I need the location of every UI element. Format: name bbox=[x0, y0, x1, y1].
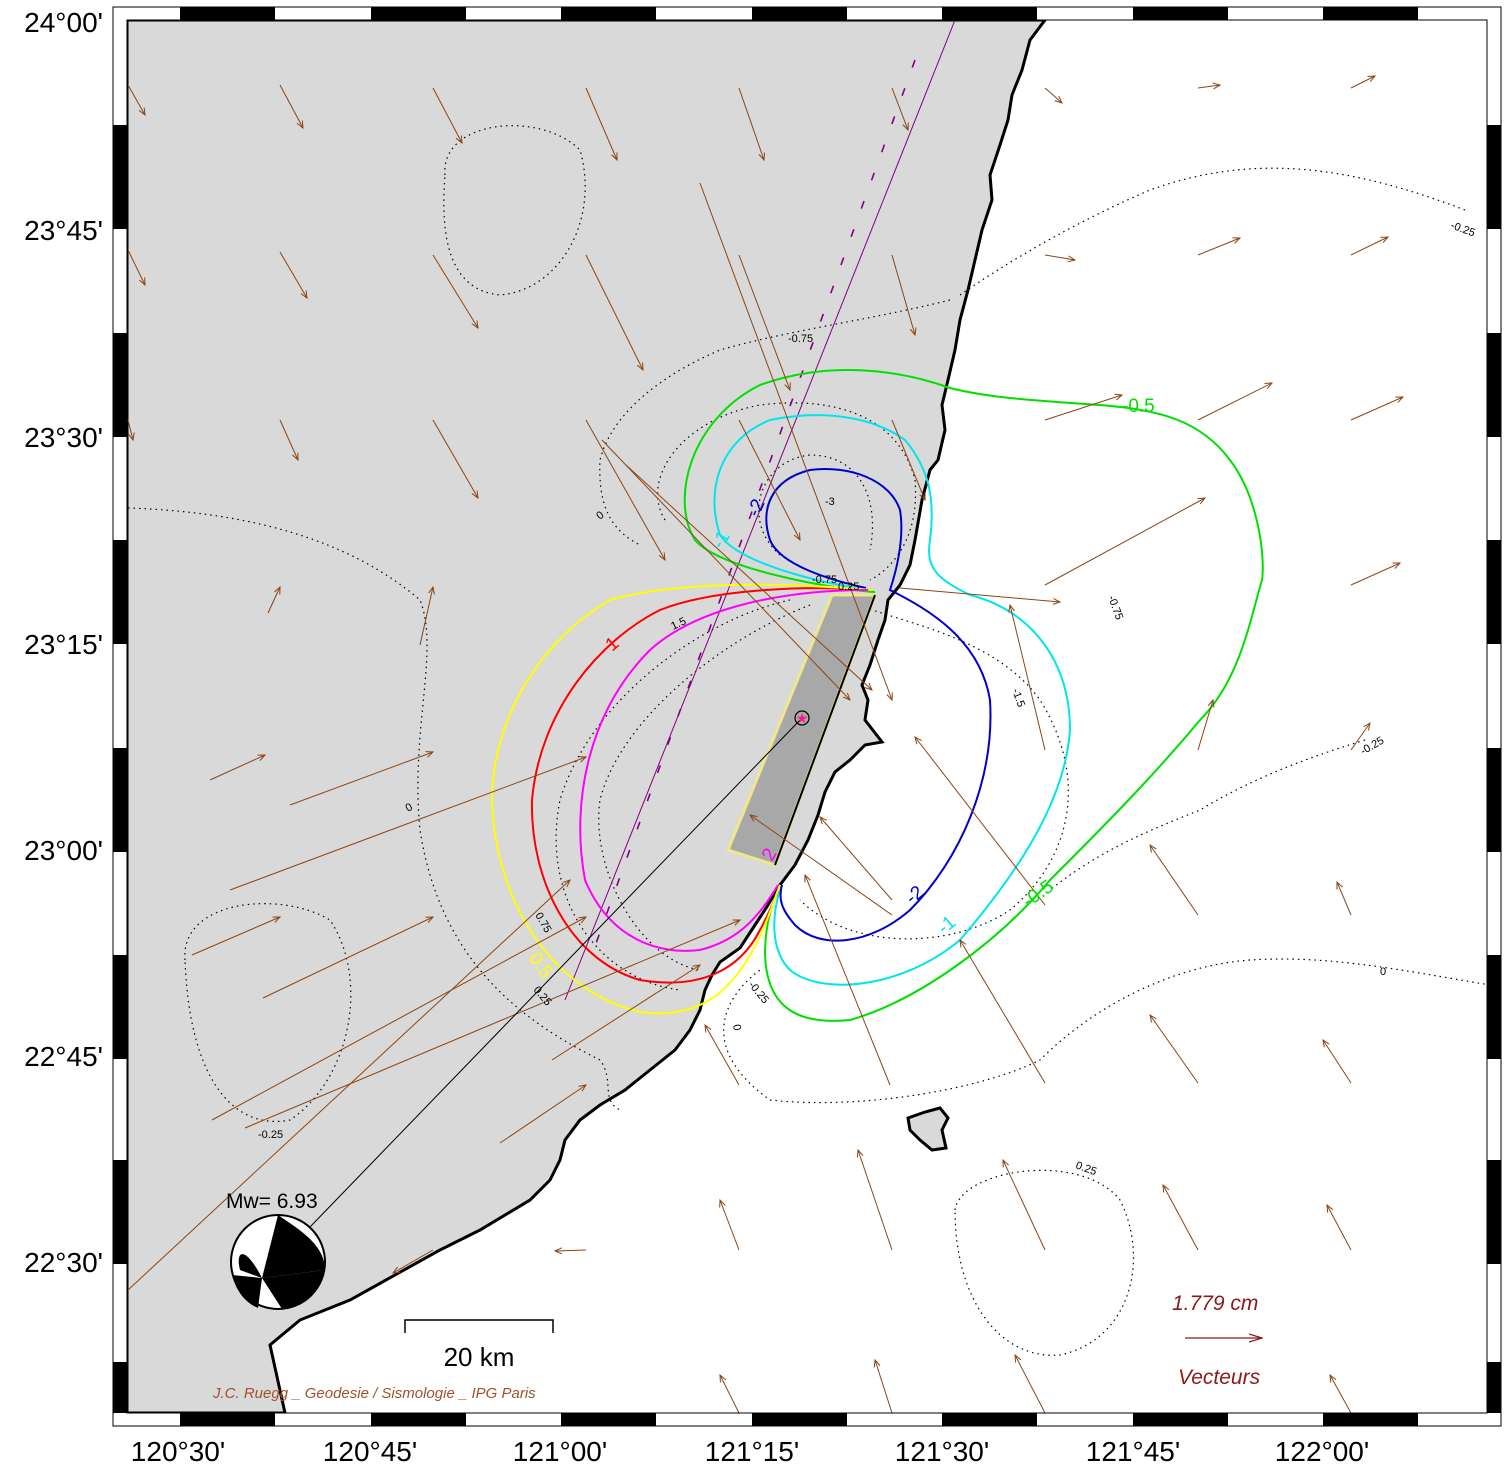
land-area bbox=[127, 20, 1047, 1413]
border-checkers bbox=[113, 7, 1501, 1426]
credit-text: J.C. Ruegg _ Geodesie / Sismologie _ IPG… bbox=[212, 1385, 536, 1402]
contour-pos-2 bbox=[579, 589, 869, 952]
magnitude-label: Mw= 6.93 bbox=[226, 1190, 318, 1213]
contour-label: 0 bbox=[404, 801, 415, 814]
lon-label-2: 121°00' bbox=[513, 1436, 607, 1467]
displacement-vectors bbox=[127, 76, 1403, 1413]
vector-legend: 1.779 cm Vecteurs bbox=[1172, 1292, 1262, 1389]
contour-label: -0.75 bbox=[788, 333, 813, 345]
vector-legend-title: Vecteurs bbox=[1178, 1366, 1261, 1389]
focal-mechanism-beachball-icon bbox=[230, 1214, 326, 1310]
latitude-labels: 24°00' 23°45' 23°30' 23°15' 23°00' 22°45… bbox=[24, 7, 103, 1278]
lat-label-6: 22°30' bbox=[24, 1247, 103, 1278]
lon-label-5: 121°45' bbox=[1086, 1436, 1180, 1467]
lat-label-3: 23°15' bbox=[24, 629, 103, 660]
contour-label: 0 bbox=[1380, 966, 1386, 978]
lat-label-1: 23°45' bbox=[24, 215, 103, 246]
contour-neg-1 bbox=[713, 414, 1072, 986]
contour-label: -0.25 bbox=[258, 1129, 283, 1141]
lat-label-4: 23°00' bbox=[24, 835, 103, 866]
colored-contours bbox=[490, 369, 1264, 1022]
lat-label-5: 22°45' bbox=[24, 1041, 103, 1072]
longitude-labels: 120°30' 120°45' 121°00' 121°15' 121°30' … bbox=[131, 1436, 1369, 1467]
scale-bar-label: 20 km bbox=[444, 1342, 515, 1372]
contour-label: 0.25 bbox=[838, 581, 859, 593]
contour-neg-2 bbox=[765, 468, 992, 942]
lat-label-0: 24°00' bbox=[24, 7, 103, 38]
lon-label-1: 120°45' bbox=[323, 1436, 417, 1467]
lon-label-0: 120°30' bbox=[131, 1436, 225, 1467]
contour-neg-0.5 bbox=[683, 369, 1264, 1022]
contour-label: -0.75 bbox=[812, 574, 837, 586]
epicenter-star-icon: ★ bbox=[796, 711, 809, 727]
lat-label-2: 23°30' bbox=[24, 422, 103, 453]
lon-label-4: 121°30' bbox=[895, 1436, 989, 1467]
lon-label-3: 121°15' bbox=[705, 1436, 799, 1467]
fault-top-edge bbox=[774, 594, 876, 866]
contour-label: 1.5 bbox=[669, 615, 688, 632]
contour-pos-1 bbox=[530, 587, 871, 984]
scale-bar: 20 km bbox=[404, 1319, 554, 1372]
contour-label-neg-0.5: -0.5 bbox=[1122, 396, 1155, 417]
epicenter-link-line bbox=[279, 717, 803, 1259]
epicenter-circle bbox=[794, 710, 810, 726]
dotted-contours bbox=[127, 125, 1487, 1356]
contour-pos-0.5 bbox=[490, 583, 873, 1015]
vector-legend-value: 1.779 cm bbox=[1172, 1292, 1258, 1315]
fault-trace-lines bbox=[564, 20, 956, 1001]
contour-label: 0 bbox=[730, 1023, 743, 1031]
contour-label: -3 bbox=[825, 496, 835, 508]
lon-label-6: 122°00' bbox=[1275, 1436, 1369, 1467]
island bbox=[906, 1106, 950, 1152]
